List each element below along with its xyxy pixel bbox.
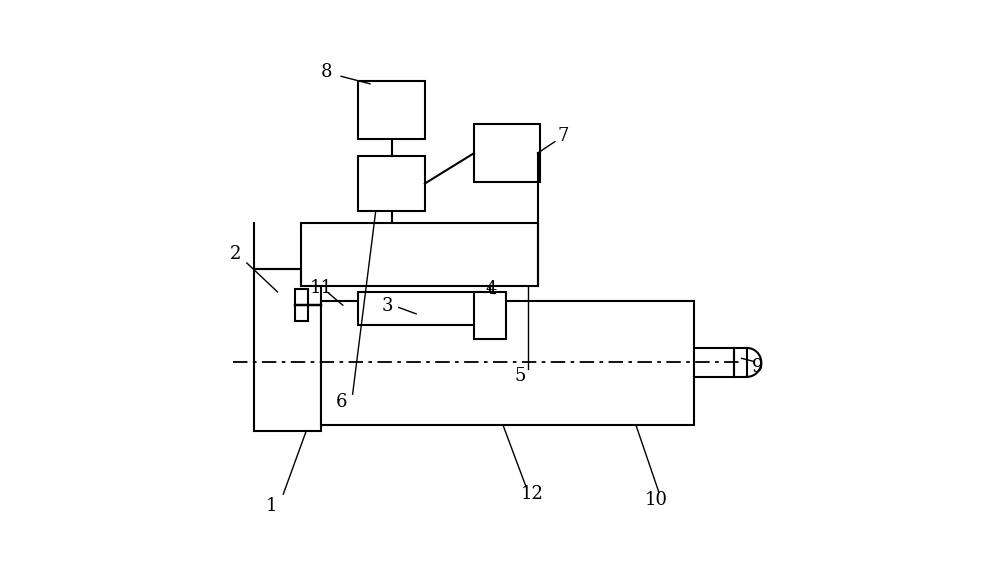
Text: 10: 10 <box>645 491 668 509</box>
Text: 8: 8 <box>321 63 332 81</box>
FancyBboxPatch shape <box>358 156 425 211</box>
FancyBboxPatch shape <box>734 348 747 377</box>
Text: 4: 4 <box>486 280 497 298</box>
Text: 7: 7 <box>558 127 569 145</box>
FancyBboxPatch shape <box>474 124 540 182</box>
Text: 11: 11 <box>309 279 332 297</box>
Text: 6: 6 <box>335 392 347 411</box>
FancyBboxPatch shape <box>358 292 480 325</box>
Text: 3: 3 <box>382 297 393 316</box>
FancyBboxPatch shape <box>254 269 321 431</box>
FancyBboxPatch shape <box>474 292 506 339</box>
Text: 5: 5 <box>515 366 526 385</box>
FancyBboxPatch shape <box>321 301 694 425</box>
FancyBboxPatch shape <box>295 289 308 321</box>
Text: 12: 12 <box>520 485 543 503</box>
Text: 1: 1 <box>266 497 277 515</box>
FancyBboxPatch shape <box>301 223 538 286</box>
Text: 9: 9 <box>751 358 763 376</box>
FancyBboxPatch shape <box>358 81 425 139</box>
Text: 2: 2 <box>230 245 241 264</box>
